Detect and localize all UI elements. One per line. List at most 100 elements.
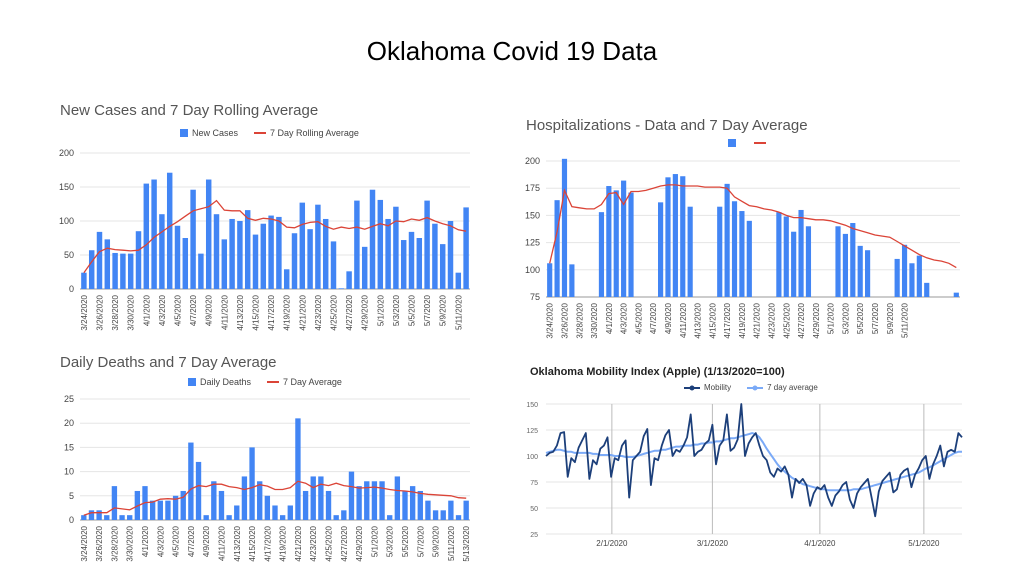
mobility-chart: 25 50 75 100 125 150 2/1/2020 3/1/2020 4/1/2020 5…	[510, 398, 970, 548]
x-tick-label: 5/9/2020	[886, 302, 895, 334]
bar	[439, 244, 446, 289]
x-tick-label: 4/1/2020	[605, 302, 614, 334]
x-tick-label: 3/24/2020	[80, 525, 89, 561]
bar	[835, 226, 841, 297]
hosp-chart: 75 100 125 150 175 200 3/24/2020 3/26/2020 3/28/…	[510, 155, 970, 345]
y-tick-label: 50	[64, 250, 74, 260]
bar	[211, 481, 217, 520]
x-tick-label: 3/30/2020	[126, 525, 135, 561]
bar	[361, 246, 368, 289]
bar	[400, 240, 407, 289]
hosp-chart-title: Hospitalizations - Data and 7 Day Averag…	[526, 117, 808, 134]
bar	[348, 471, 355, 520]
x-tick-label: 3/26/2020	[96, 294, 105, 330]
deaths-legend-line-label: 7 Day Average	[283, 377, 342, 387]
bar	[241, 476, 248, 520]
deaths-chart: 0 5 10 15 20 25 3/24/2020 3/26/2020 3/28/2020 3/3…	[40, 392, 480, 574]
mobility-legend-item: Mobility	[684, 383, 731, 392]
bar	[307, 229, 313, 289]
mobility-avg-line	[545, 432, 962, 492]
x-tick-label: 4/7/2020	[187, 525, 196, 557]
avg-line	[549, 184, 957, 269]
x-tick-label: 4/25/2020	[325, 525, 334, 561]
bar	[195, 461, 202, 520]
y-tick-label: 125	[525, 238, 540, 248]
x-tick-label: 3/24/2020	[546, 302, 555, 338]
bar	[416, 238, 423, 289]
bar	[96, 510, 102, 520]
bar	[213, 214, 220, 289]
bar	[364, 481, 370, 520]
y-tick-label: 125	[526, 428, 538, 435]
bar	[151, 179, 157, 289]
bar	[393, 206, 399, 289]
x-tick-label: 5/1/2020	[827, 302, 836, 334]
bar	[260, 223, 267, 289]
mobility-avg-legend-label: 7 day average	[767, 383, 818, 392]
bar	[237, 221, 243, 289]
bar	[909, 263, 915, 297]
x-tick-label: 4/27/2020	[797, 302, 806, 338]
bar	[791, 231, 797, 297]
bar	[798, 209, 804, 297]
hosp-legend-bar	[728, 139, 736, 147]
y-tick-label: 20	[64, 418, 74, 428]
y-tick-label: 75	[530, 292, 540, 302]
x-tick-label: 3/24/2020	[80, 294, 89, 330]
x-tick-label: 4/17/2020	[267, 294, 276, 330]
hosp-legend-line	[754, 142, 766, 144]
x-tick-label: 3/28/2020	[110, 525, 119, 561]
bar	[805, 226, 812, 297]
x-tick-label: 5/1/2020	[376, 294, 385, 326]
x-tick-label: 4/21/2020	[294, 525, 303, 561]
bar	[149, 500, 156, 520]
bar	[166, 172, 173, 289]
bar	[198, 253, 204, 289]
y-tick-label: 10	[64, 467, 74, 477]
x-tick-label: 4/11/2020	[217, 525, 226, 561]
bar	[287, 505, 293, 520]
x-tick-label: 4/15/2020	[708, 302, 717, 338]
bar	[338, 288, 345, 289]
bar	[226, 515, 232, 520]
bar	[440, 510, 446, 520]
bar	[264, 495, 271, 520]
x-tick-label: 5/7/2020	[423, 294, 432, 326]
cases-legend-bar: New Cases	[180, 128, 238, 138]
x-tick-label: 4/5/2020	[174, 294, 183, 326]
bar	[402, 490, 408, 520]
y-tick-label: 100	[525, 265, 540, 275]
bar	[112, 252, 118, 289]
bar	[901, 244, 908, 297]
bar	[157, 500, 163, 520]
bar	[776, 212, 782, 297]
mobility-legend-label: Mobility	[704, 383, 732, 392]
x-tick-label: 4/7/2020	[649, 302, 658, 334]
bar	[598, 212, 605, 297]
bar	[746, 220, 752, 297]
x-tick-label: 4/3/2020	[620, 302, 629, 334]
deaths-chart-svg: 0 5 10 15 20 25 3/24/2020 3/26/2020 3/28/2020 3/3…	[64, 394, 471, 562]
x-tick-label: 4/29/2020	[355, 525, 364, 561]
bar	[606, 186, 612, 297]
x-tick-label: 4/9/2020	[664, 302, 673, 334]
bar	[717, 206, 723, 297]
mobility-legend: Mobility 7 day average	[684, 383, 818, 392]
deaths-legend-line: 7 Day Average	[267, 377, 342, 387]
bar	[322, 218, 329, 289]
bar	[409, 486, 416, 520]
bar	[81, 515, 87, 520]
bar	[687, 206, 693, 297]
x-tick-label: 5/13/2020	[462, 525, 471, 561]
x-tick-label: 4/29/2020	[812, 302, 821, 338]
bar	[279, 515, 286, 520]
bar	[218, 490, 225, 520]
hosp-chart-svg: 75 100 125 150 175 200 3/24/2020 3/26/2020 3/28/…	[525, 156, 960, 339]
y-tick-label: 150	[525, 210, 540, 220]
y-tick-label: 150	[59, 182, 74, 192]
x-tick-label: 4/19/2020	[283, 294, 292, 330]
x-tick-label: 4/29/2020	[361, 294, 370, 330]
page-title: Oklahoma Covid 19 Data	[366, 36, 658, 66]
bar	[850, 223, 856, 297]
y-tick-label: 15	[64, 442, 74, 452]
